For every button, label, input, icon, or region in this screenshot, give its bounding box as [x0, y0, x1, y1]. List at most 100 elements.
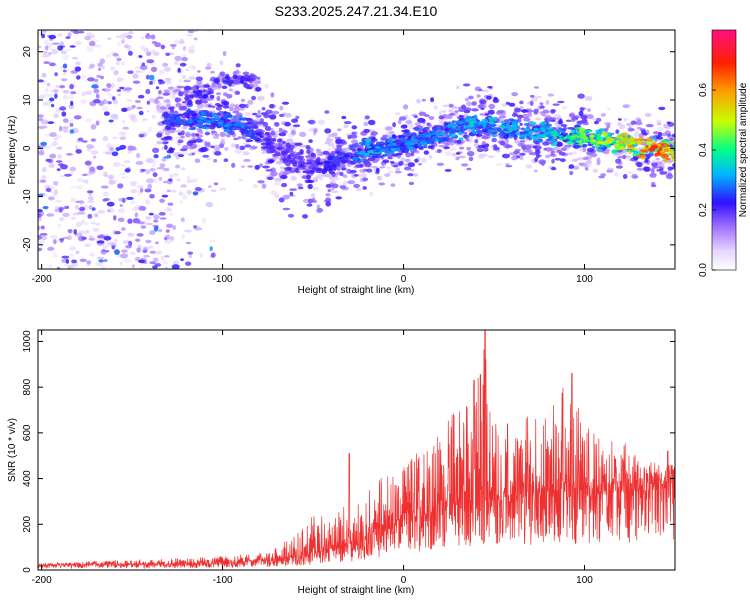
heatmap-cell [196, 92, 203, 97]
heatmap-cell [643, 132, 648, 136]
heatmap-cell [61, 255, 70, 259]
heatmap-cell [241, 117, 247, 121]
heatmap-cell [589, 139, 597, 143]
heatmap-cell [399, 137, 408, 141]
heatmap-cell [110, 83, 115, 89]
heatmap-cell [229, 103, 236, 108]
heatmap-cell [508, 118, 514, 122]
heatmap-cell [304, 162, 313, 165]
heatmap-cell [168, 178, 173, 182]
heatmap-cell [147, 183, 153, 190]
heatmap-cell [392, 122, 396, 128]
heatmap-cell [180, 167, 186, 171]
heatmap-cell [327, 188, 332, 193]
heatmap-cell [175, 129, 183, 133]
heatmap-cell [455, 156, 460, 161]
heatmap-cell [156, 132, 163, 138]
heatmap-cell [424, 143, 428, 148]
heatmap-cell [634, 131, 640, 136]
heatmap-cell [340, 160, 347, 164]
heatmap-cell [235, 63, 241, 68]
heatmap-cell [164, 236, 168, 241]
heatmap-cell [264, 83, 269, 89]
heatmap-cell [201, 217, 207, 224]
heatmap-cell [192, 139, 197, 144]
heatmap-cell [60, 164, 68, 170]
heatmap-cell [177, 113, 184, 117]
heatmap-cell [290, 129, 296, 136]
heatmap-cell [163, 89, 170, 93]
heatmap-cell [187, 108, 191, 111]
x-tick-label: 100 [576, 274, 593, 285]
heatmap-cell [466, 101, 473, 107]
heatmap-cell [302, 214, 308, 219]
heatmap-cell [371, 165, 378, 169]
heatmap-cell [99, 58, 106, 64]
heatmap-cell [261, 107, 266, 111]
spectrogram-frame [37, 29, 676, 270]
heatmap-cell [553, 142, 558, 145]
heatmap-cell [317, 119, 326, 125]
heatmap-cell [658, 106, 666, 111]
heatmap-cell [81, 236, 87, 240]
heatmap-cell [141, 118, 149, 121]
heatmap-cell [148, 212, 154, 216]
heatmap-cell [194, 158, 201, 163]
heatmap-cell [343, 121, 352, 125]
heatmap-cell [235, 121, 242, 125]
x-tick-label: -100 [213, 274, 233, 285]
heatmap-cell [262, 165, 270, 169]
heatmap-cell [481, 135, 489, 140]
heatmap-cell [237, 136, 242, 140]
heatmap-cell [615, 129, 620, 134]
heatmap-cell [656, 119, 662, 124]
heatmap-cell [634, 138, 639, 142]
heatmap-cell [51, 104, 55, 108]
heatmap-cell [253, 137, 258, 140]
heatmap-cell [651, 144, 659, 149]
heatmap-cell [116, 42, 122, 46]
heatmap-cell [281, 182, 288, 188]
heatmap-cell [447, 124, 451, 128]
colorbar-label: Normalized spectral amplitude [738, 82, 749, 217]
heatmap-cell [462, 83, 471, 87]
heatmap-cell [370, 156, 379, 159]
heatmap-cell [118, 208, 126, 214]
heatmap-cell [197, 128, 203, 133]
heatmap-cell [75, 144, 79, 151]
snr-y-ticks: 0 200 400 600 800 1000 [22, 330, 675, 573]
heatmap-cell [553, 146, 560, 152]
heatmap-cell [428, 154, 433, 160]
heatmap-cell [64, 48, 72, 52]
heatmap-cell [456, 139, 462, 144]
heatmap-cell [87, 200, 95, 204]
heatmap-cell [75, 61, 81, 66]
heatmap-cell [442, 104, 449, 108]
heatmap-cell [596, 157, 601, 163]
heatmap-cell [339, 185, 347, 189]
heatmap-cell [209, 239, 216, 243]
heatmap-cell [418, 111, 427, 116]
heatmap-cell [254, 164, 260, 170]
heatmap-cell [162, 62, 169, 67]
heatmap-cell [143, 47, 150, 53]
heatmap-cell [149, 81, 153, 85]
heatmap-cell [463, 125, 467, 129]
heatmap-cell [204, 141, 208, 148]
heatmap-cell [230, 126, 238, 131]
heatmap-cell [536, 154, 540, 159]
heatmap-cell [334, 136, 342, 140]
heatmap-cell [166, 223, 173, 228]
heatmap-cell [62, 69, 67, 73]
heatmap-cell [44, 40, 49, 45]
heatmap-cell [363, 161, 372, 168]
heatmap-cell [622, 104, 630, 108]
heatmap-cell [273, 181, 281, 187]
heatmap-cell [394, 170, 402, 174]
heatmap-cell [301, 145, 307, 148]
heatmap-cell [56, 160, 63, 163]
heatmap-cell [366, 145, 372, 149]
heatmap-cell [76, 75, 81, 80]
heatmap-cell [468, 95, 474, 100]
heatmap-cell [154, 42, 162, 48]
